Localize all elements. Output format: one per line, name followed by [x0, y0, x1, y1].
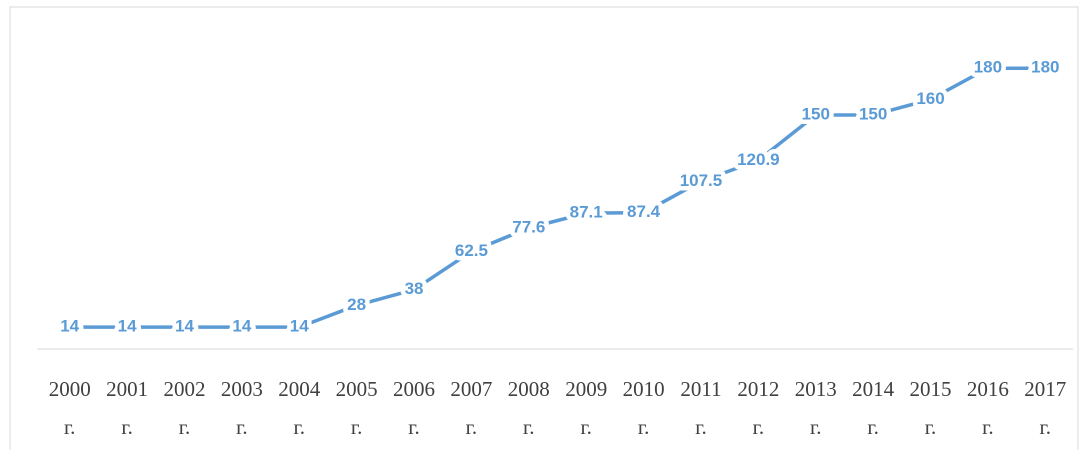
data-label: 180	[974, 58, 1002, 77]
data-label: 14	[175, 317, 194, 336]
data-label: 14	[232, 317, 251, 336]
line	[69, 66, 1046, 329]
data-label: 87.4	[627, 202, 661, 221]
data-label: 180	[1031, 58, 1059, 77]
x-tick-label: 2016 г.	[966, 377, 1009, 439]
data-label: 38	[405, 279, 424, 298]
x-tick-label: 2012 г.	[737, 377, 780, 439]
x-tick-label: 2004 г.	[278, 377, 321, 439]
x-tick-label: 2005 г.	[335, 377, 378, 439]
x-tick-label: 2006 г.	[393, 377, 436, 439]
chart-border	[9, 6, 1079, 450]
x-tick-label: 2002 г.	[163, 377, 206, 439]
x-tick-label: 2008 г.	[507, 377, 550, 439]
x-tick-label: 2003 г.	[220, 377, 263, 439]
data-label: 77.6	[512, 217, 545, 236]
data-label: 14	[60, 317, 79, 336]
data-label: 28	[347, 295, 366, 314]
data-label: 87.1	[570, 203, 603, 222]
x-tick-label: 2015 г.	[909, 377, 952, 439]
x-tick-label: 2013 г.	[794, 377, 837, 439]
x-tick-label: 2000 г.	[48, 377, 91, 439]
data-label: 150	[859, 104, 887, 123]
data-label: 62.5	[455, 241, 488, 260]
data-label: 150	[802, 104, 830, 123]
data-label: 107.5	[680, 171, 723, 190]
data-label: 14	[118, 317, 137, 336]
x-tick-label: 2001 г.	[106, 377, 149, 439]
x-tick-label: 2017 г.	[1024, 377, 1067, 439]
data-label: 120.9	[737, 150, 780, 169]
x-tick-label: 2011 г.	[680, 377, 722, 439]
x-tick-label: 2014 г.	[852, 377, 895, 439]
x-tick-label: 2007 г.	[450, 377, 493, 439]
x-tick-label: 2009 г.	[565, 377, 608, 439]
data-label: 14	[290, 317, 309, 336]
x-tick-label: 2010 г.	[622, 377, 665, 439]
data-label: 160	[916, 89, 944, 108]
